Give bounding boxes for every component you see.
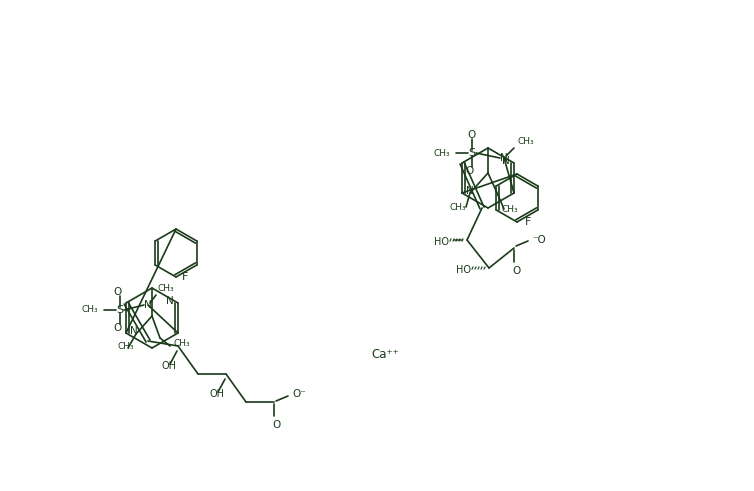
Text: CH₃: CH₃	[81, 305, 98, 315]
Text: O: O	[467, 130, 476, 140]
Text: CH₃: CH₃	[158, 284, 175, 293]
Text: O: O	[114, 323, 122, 333]
Text: CH₃: CH₃	[449, 203, 466, 212]
Text: HO: HO	[434, 237, 449, 247]
Text: F: F	[182, 272, 188, 282]
Text: N: N	[500, 153, 508, 163]
Text: OH: OH	[161, 361, 176, 371]
Text: S: S	[116, 305, 124, 315]
Text: OH: OH	[209, 389, 224, 399]
Text: CH₃: CH₃	[118, 342, 134, 351]
Text: N: N	[502, 156, 510, 166]
Text: CH₃: CH₃	[518, 137, 535, 146]
Text: CH₃: CH₃	[502, 205, 519, 214]
Text: O: O	[272, 420, 280, 430]
Text: F: F	[525, 217, 532, 227]
Text: N: N	[466, 186, 474, 196]
Text: HO: HO	[456, 265, 471, 275]
Text: N: N	[130, 326, 138, 336]
Text: N: N	[166, 296, 174, 306]
Text: CH₃: CH₃	[434, 148, 450, 158]
Text: O: O	[114, 287, 122, 297]
Text: O: O	[466, 166, 474, 176]
Text: ⁻O: ⁻O	[532, 235, 546, 245]
Text: N: N	[144, 300, 152, 310]
Text: O⁻: O⁻	[292, 389, 306, 399]
Text: S: S	[468, 148, 476, 158]
Text: CH₃: CH₃	[174, 338, 191, 348]
Text: Ca⁺⁺: Ca⁺⁺	[371, 349, 399, 361]
Text: O: O	[512, 266, 520, 276]
